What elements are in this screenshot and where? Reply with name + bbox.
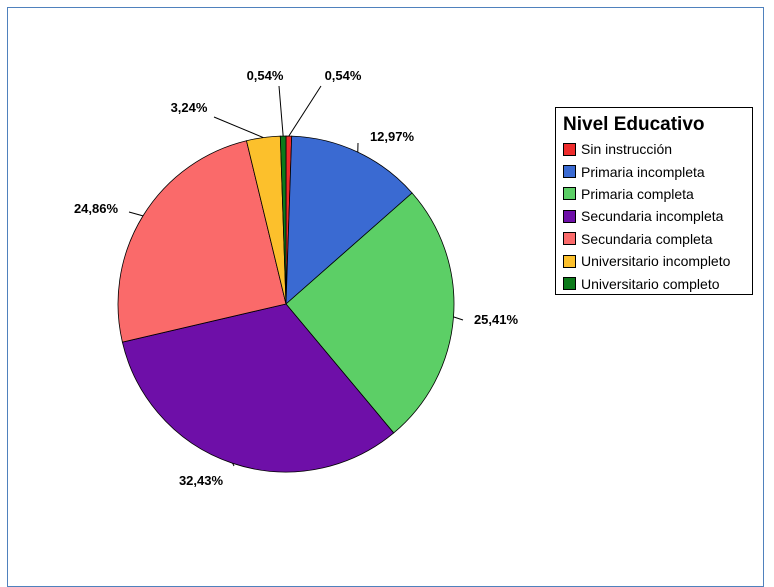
legend-item: Secundaria completa xyxy=(556,228,752,250)
legend-item: Primaria incompleta xyxy=(556,160,752,182)
legend-label: Sin instrucción xyxy=(581,141,672,157)
leader-line-3 xyxy=(454,317,463,320)
leader-line-7 xyxy=(279,86,283,136)
legend-label: Universitario completo xyxy=(581,276,720,292)
data-label-7: 0,54% xyxy=(247,68,284,83)
data-label-5: 24,86% xyxy=(74,201,119,216)
legend-item: Universitario completo xyxy=(556,272,752,294)
legend-swatch xyxy=(563,143,576,156)
leader-line-5 xyxy=(129,212,143,216)
legend-label: Secundaria incompleta xyxy=(581,208,723,224)
leader-line-6 xyxy=(214,117,263,138)
legend-label: Universitario incompleto xyxy=(581,253,730,269)
legend-swatch xyxy=(563,232,576,245)
legend-label: Secundaria completa xyxy=(581,231,713,247)
legend-swatch xyxy=(563,187,576,200)
legend-swatch xyxy=(563,165,576,178)
data-label-2: 12,97% xyxy=(370,129,415,144)
legend-item: Secundaria incompleta xyxy=(556,205,752,227)
data-label-3: 25,41% xyxy=(474,312,519,327)
legend-swatch xyxy=(563,255,576,268)
legend: Nivel Educativo Sin instrucción Primaria … xyxy=(555,107,753,295)
data-label-4: 32,43% xyxy=(179,473,224,488)
leader-line-1 xyxy=(289,86,321,136)
legend-swatch xyxy=(563,277,576,290)
legend-item: Primaria completa xyxy=(556,183,752,205)
data-label-1: 0,54% xyxy=(325,68,362,83)
legend-label: Primaria incompleta xyxy=(581,164,705,180)
data-label-6: 3,24% xyxy=(171,100,208,115)
legend-item: Universitario incompleto xyxy=(556,250,752,272)
legend-swatch xyxy=(563,210,576,223)
legend-title: Nivel Educativo xyxy=(563,114,752,136)
legend-label: Primaria completa xyxy=(581,186,694,202)
legend-item: Sin instrucción xyxy=(556,138,752,160)
